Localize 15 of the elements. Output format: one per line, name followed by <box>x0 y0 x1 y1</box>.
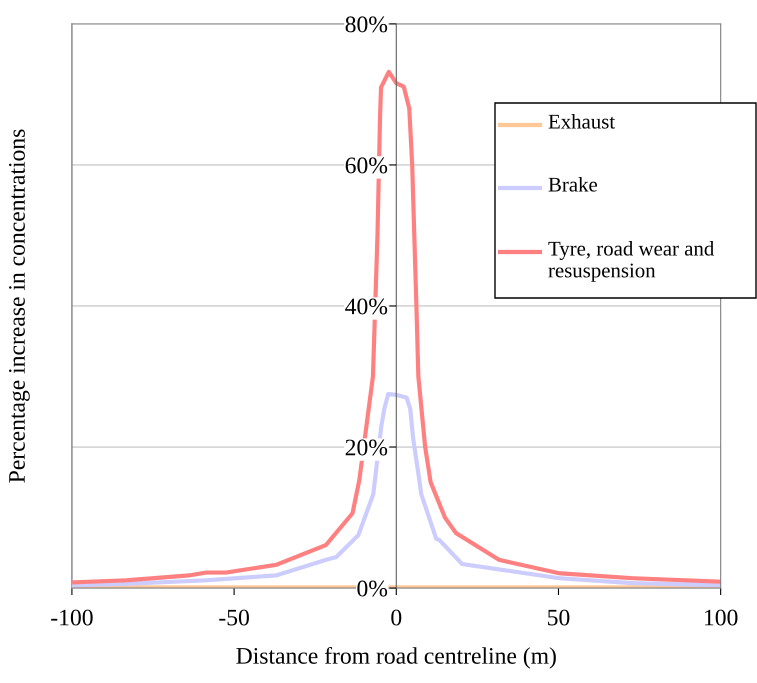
x-tick-label: -100 <box>51 610 93 626</box>
x-tick-label: 0 <box>391 610 402 626</box>
y-tick-label: 60% <box>346 157 388 174</box>
y-tick-label: 80% <box>346 16 388 32</box>
x-axis-title: Distance from road centreline (m) <box>236 646 556 669</box>
legend-label: Exhaust <box>548 114 615 129</box>
y-tick-label: 40% <box>345 298 388 314</box>
legend-label: Brake <box>548 177 598 192</box>
y-axis-title: Percentage increase in concentrations <box>9 130 30 483</box>
y-tick-label: 20% <box>346 440 388 456</box>
x-tick-label: -50 <box>219 610 249 626</box>
x-tick-label: 50 <box>548 610 570 626</box>
x-tick-label: 100 <box>705 610 738 626</box>
legend-label: Tyre, road wear and resuspension <box>548 241 714 282</box>
y-tick-label: 0% <box>357 580 388 597</box>
